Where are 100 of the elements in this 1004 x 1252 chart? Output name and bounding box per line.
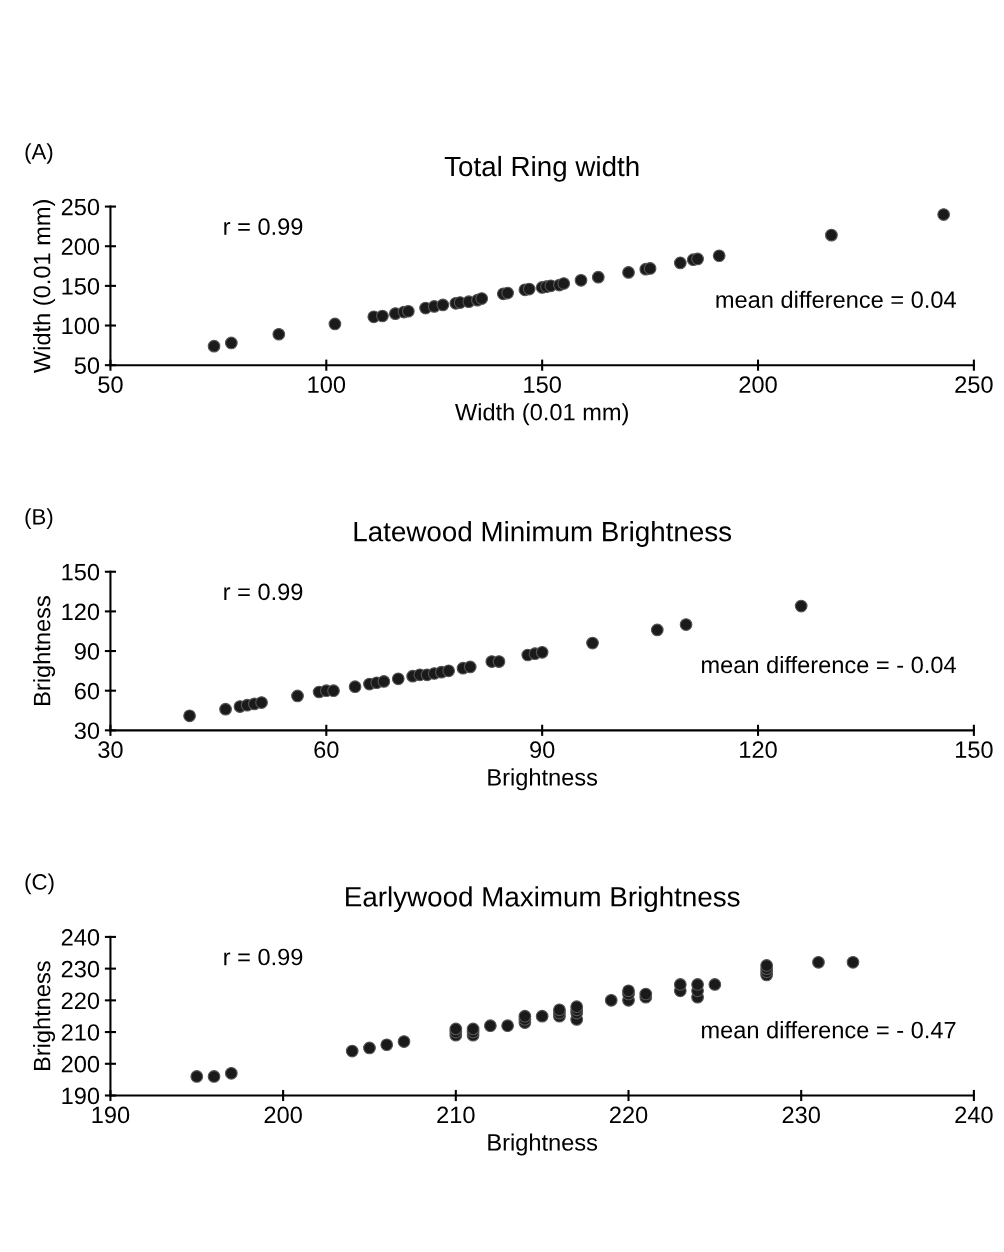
point bbox=[794, 599, 808, 613]
annotation: mean difference = - 0.04 bbox=[702, 655, 956, 674]
point bbox=[604, 993, 618, 1007]
y-tick-label: 30 bbox=[74, 722, 100, 740]
y-tick-label: 200 bbox=[61, 238, 100, 256]
point bbox=[622, 266, 635, 279]
y-tick-label: 240 bbox=[61, 928, 100, 946]
x-tick-label: 150 bbox=[524, 376, 561, 393]
text: (B) bbox=[25, 508, 53, 530]
point bbox=[475, 292, 489, 305]
point bbox=[712, 249, 726, 263]
x-tick-label: 90 bbox=[530, 741, 555, 759]
point bbox=[327, 684, 340, 698]
point bbox=[501, 1019, 514, 1033]
point bbox=[363, 1041, 376, 1055]
annotation: r = 0.99 bbox=[224, 948, 303, 966]
x-tick-label: 240 bbox=[955, 1106, 993, 1124]
point bbox=[557, 277, 571, 290]
point bbox=[401, 304, 415, 318]
point bbox=[708, 978, 722, 991]
y-tick-label: 60 bbox=[74, 682, 100, 700]
point bbox=[380, 1038, 394, 1052]
x-tick-label: 50 bbox=[98, 376, 123, 393]
point bbox=[190, 1070, 204, 1083]
chart-title: Latewood Minimum Brightness bbox=[354, 521, 732, 547]
x-axis-title: Brightness bbox=[488, 1133, 598, 1156]
x-tick-label: 200 bbox=[739, 376, 777, 393]
point bbox=[391, 672, 405, 686]
point bbox=[535, 645, 549, 659]
point bbox=[224, 336, 238, 350]
y-tick-label: 120 bbox=[62, 603, 100, 621]
x-tick-label: 210 bbox=[437, 1106, 475, 1124]
y-tick-label: 150 bbox=[62, 563, 100, 581]
point bbox=[442, 664, 455, 678]
point bbox=[650, 623, 664, 637]
point bbox=[291, 689, 304, 703]
x-axis-title: Brightness bbox=[488, 768, 598, 791]
x-tick-label: 190 bbox=[92, 1106, 130, 1124]
y-tick-label: 220 bbox=[61, 992, 100, 1010]
point bbox=[937, 208, 951, 221]
y-axis-title: Brightness bbox=[33, 961, 56, 1071]
annotation: mean difference = - 0.47 bbox=[702, 1021, 956, 1039]
point bbox=[377, 675, 391, 688]
point bbox=[272, 327, 286, 341]
y-tick-label: 150 bbox=[62, 277, 100, 295]
point bbox=[825, 228, 838, 242]
chart-title: Earlywood Maximum Brightness bbox=[346, 886, 740, 913]
point bbox=[255, 696, 268, 709]
point bbox=[673, 978, 687, 991]
point bbox=[846, 955, 860, 969]
x-tick-label: 150 bbox=[955, 741, 993, 759]
y-tick-label: 230 bbox=[61, 960, 100, 978]
annotation: mean difference = 0.04 bbox=[716, 290, 956, 309]
x-tick-label: 100 bbox=[308, 376, 346, 393]
y-tick-label: 210 bbox=[61, 1024, 100, 1041]
x-tick-label: 230 bbox=[782, 1106, 820, 1124]
y-tick-label: 50 bbox=[74, 357, 100, 374]
y-tick-label: 190 bbox=[62, 1087, 100, 1105]
point bbox=[483, 1019, 497, 1033]
y-tick-label: 200 bbox=[61, 1055, 100, 1073]
point bbox=[643, 262, 657, 275]
point bbox=[679, 618, 693, 631]
point bbox=[436, 298, 450, 312]
x-tick-label: 200 bbox=[264, 1106, 302, 1124]
text: (A) bbox=[25, 143, 53, 164]
point bbox=[492, 655, 506, 668]
point bbox=[812, 955, 825, 969]
point bbox=[463, 660, 477, 674]
point bbox=[535, 1009, 549, 1023]
x-tick-label: 30 bbox=[98, 741, 123, 759]
point bbox=[207, 339, 221, 353]
y-tick-label: 250 bbox=[61, 198, 100, 216]
y-axis-title: Width (0.01 mm) bbox=[33, 200, 56, 374]
x-tick-label: 250 bbox=[955, 376, 993, 393]
point bbox=[574, 273, 588, 287]
point bbox=[328, 317, 342, 331]
y-axis-title: Brightness bbox=[33, 596, 56, 705]
annotation: r = 0.99 bbox=[224, 583, 303, 601]
point bbox=[691, 252, 704, 266]
x-tick-label: 220 bbox=[610, 1106, 648, 1124]
x-tick-label: 60 bbox=[314, 741, 339, 759]
text: (C) bbox=[25, 873, 54, 895]
point bbox=[376, 309, 389, 323]
y-tick-label: 90 bbox=[74, 643, 100, 660]
point bbox=[522, 282, 536, 296]
point bbox=[224, 1066, 238, 1080]
chart-title: Total Ring width bbox=[444, 155, 639, 182]
point bbox=[348, 680, 362, 694]
point bbox=[345, 1044, 359, 1058]
point bbox=[207, 1070, 221, 1083]
y-tick-label: 100 bbox=[62, 317, 100, 335]
point bbox=[183, 709, 196, 723]
annotation: r = 0.99 bbox=[224, 218, 303, 236]
point bbox=[501, 286, 514, 300]
point bbox=[586, 636, 599, 650]
point bbox=[397, 1035, 411, 1048]
point bbox=[518, 1009, 532, 1023]
point bbox=[591, 270, 605, 284]
point bbox=[219, 702, 232, 716]
x-axis-title: Width (0.01 mm) bbox=[455, 403, 628, 426]
